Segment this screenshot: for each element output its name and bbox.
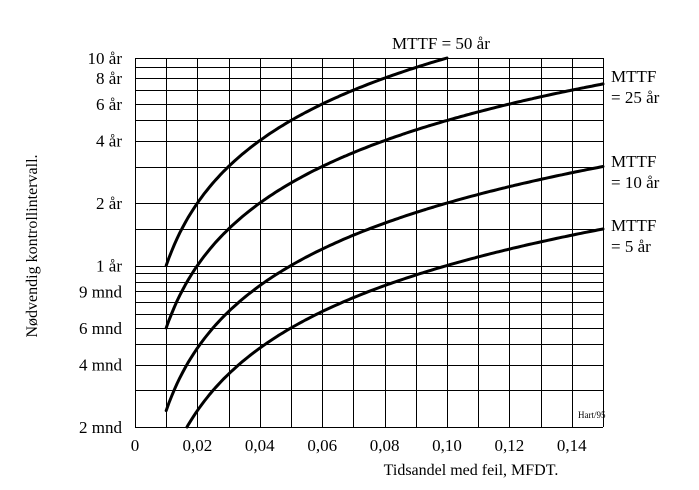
curve-mttf-25-r <box>164 82 605 330</box>
x-tick-label: 0,12 <box>495 436 525 455</box>
y-tick-label: 6 mnd <box>79 319 122 338</box>
x-tick-labels: 0 0,02 0,04 0,06 0,08 0,10 0,12 0,14 <box>131 436 587 455</box>
y-tick-labels: 2 mnd 4 mnd 6 mnd 9 mnd 1 år 2 år 4 år 6 år 8 år… <box>79 49 122 437</box>
series-label: MTTF <box>611 216 656 235</box>
series-label: MTTF <box>611 67 656 86</box>
x-axis-label: Tidsandel med feil, MFDT. <box>384 462 559 479</box>
y-tick-label: 9 mnd <box>79 282 122 301</box>
y-tick-label: 4 mnd <box>79 356 122 375</box>
curve-mttf-5-r <box>185 227 605 429</box>
series-label: = 5 år <box>611 237 651 256</box>
x-tick-label: 0,04 <box>245 436 275 455</box>
x-tick-label: 0,08 <box>370 436 400 455</box>
credit-label: Hart/95 <box>578 410 606 420</box>
y-tick-label: 2 år <box>96 194 122 213</box>
curves <box>164 56 605 429</box>
y-tick-label: 10 år <box>88 49 123 68</box>
y-axis-label: Nødvendig kontrollintervall. <box>24 154 41 337</box>
x-tick-label: 0 <box>131 436 140 455</box>
x-tick-label: 0,10 <box>432 436 462 455</box>
series-label: = 10 år <box>611 173 660 192</box>
x-tick-label: 0,02 <box>183 436 213 455</box>
curve-mttf-50-r <box>164 56 449 267</box>
x-tick-label: 0,06 <box>307 436 337 455</box>
series-label: = 25 år <box>611 88 660 107</box>
y-tick-label: 2 mnd <box>79 418 122 437</box>
y-tick-label: 8 år <box>96 69 122 88</box>
y-tick-label: 1 år <box>96 257 122 276</box>
y-tick-label: 4 år <box>96 132 122 151</box>
y-tick-label: 6 år <box>96 95 122 114</box>
grid-lines <box>135 58 604 428</box>
series-labels: MTTF = 50 år MTTF = 25 år MTTF = 10 år MTTF = … <box>392 34 660 256</box>
series-label: MTTF = 50 år <box>392 34 490 53</box>
series-label: MTTF <box>611 152 656 171</box>
curve-mttf-10-r <box>164 165 605 413</box>
x-tick-label: 0,14 <box>557 436 587 455</box>
